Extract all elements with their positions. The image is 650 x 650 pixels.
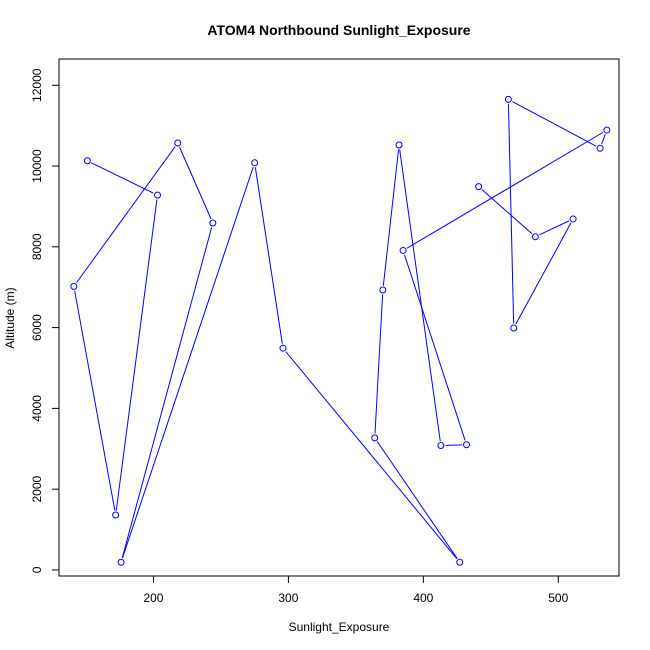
data-point <box>251 159 259 167</box>
series-segment <box>399 149 441 442</box>
data-point <box>510 324 518 332</box>
plot-frame <box>58 58 620 577</box>
data-point <box>463 441 471 449</box>
series-segment <box>285 351 458 560</box>
chart-title: ATOM4 Northbound Sunlight_Exposure <box>207 22 470 38</box>
series-segment <box>121 227 213 559</box>
series-segment <box>91 162 154 194</box>
data-point <box>395 141 403 149</box>
data-point <box>569 215 577 223</box>
data-point <box>112 511 120 519</box>
series-segment <box>254 167 283 344</box>
series-segment <box>507 103 515 324</box>
y-tick-label: 6000 <box>30 314 44 341</box>
y-axis: 0 2000 4000 6000 8000 10000 12000 <box>30 68 60 573</box>
series-segment <box>382 149 400 286</box>
y-tick-label: 4000 <box>30 395 44 422</box>
series-segment <box>74 290 116 511</box>
series-segment <box>115 199 158 511</box>
x-axis-label: Sunlight_Exposure <box>289 620 390 634</box>
data-point <box>399 246 407 254</box>
series-line <box>74 101 606 560</box>
data-point <box>596 144 604 152</box>
series-segment <box>374 294 384 434</box>
x-tick-label: 400 <box>413 591 433 605</box>
y-axis-label: Altitude (m) <box>3 287 17 348</box>
y-tick-label: 0 <box>30 566 44 573</box>
x-tick-label: 300 <box>278 591 298 605</box>
series-segment <box>515 222 572 325</box>
series-segment <box>481 189 533 235</box>
data-point <box>209 219 217 227</box>
series-segment <box>445 444 463 446</box>
data-point <box>379 286 387 294</box>
series-segment <box>404 254 466 441</box>
data-point <box>154 191 162 199</box>
series-segment <box>601 134 606 145</box>
x-tick-label: 500 <box>548 591 568 605</box>
series-markers <box>70 95 611 566</box>
data-point <box>174 139 182 147</box>
data-point <box>603 126 611 134</box>
data-point <box>371 434 379 442</box>
data-point <box>504 95 512 103</box>
data-point <box>456 558 464 566</box>
data-point <box>70 282 78 290</box>
data-point <box>117 558 125 566</box>
data-point <box>531 233 539 241</box>
y-tick-label: 2000 <box>30 475 44 502</box>
x-tick-label: 200 <box>143 591 163 605</box>
series-segment <box>539 220 570 236</box>
y-tick-label: 8000 <box>30 233 44 260</box>
data-point <box>279 344 287 352</box>
series-segment <box>179 146 212 220</box>
x-axis: 200 300 400 500 <box>143 575 569 605</box>
series-segment <box>122 166 254 559</box>
y-tick-label: 10000 <box>30 149 44 183</box>
data-point <box>475 183 483 191</box>
series-segment <box>406 131 604 249</box>
series-segment <box>376 441 458 559</box>
data-point <box>83 157 91 165</box>
series-segment <box>512 101 597 147</box>
data-point <box>437 442 445 450</box>
series-segment <box>76 146 176 284</box>
y-tick-label: 12000 <box>30 68 44 102</box>
